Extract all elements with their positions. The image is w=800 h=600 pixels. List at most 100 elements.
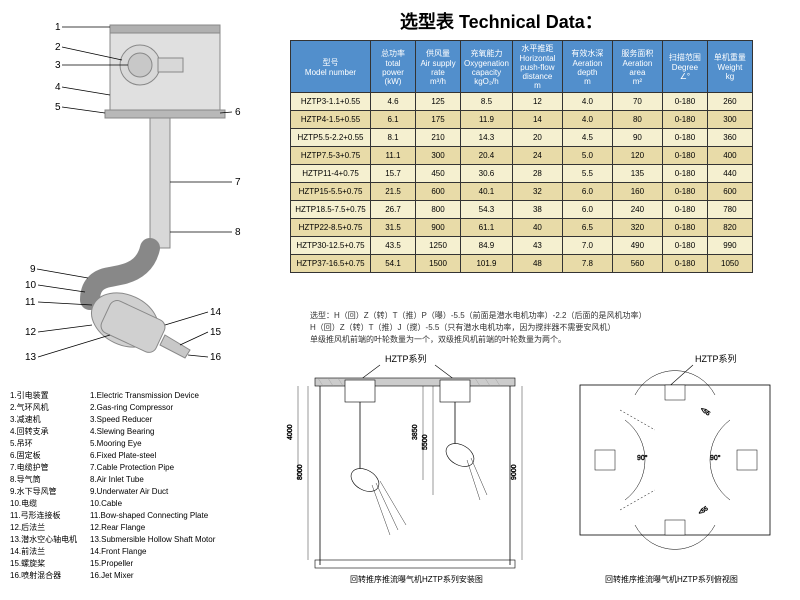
legend-en: 8.Air Inlet Tube bbox=[90, 474, 270, 486]
table-row: HZTP15-5.5+0.7521.560040.1326.01600-1806… bbox=[291, 183, 753, 201]
table-cell: 31.5 bbox=[371, 219, 416, 237]
legend-row: 1.引电装置1.Electric Transmission Device bbox=[10, 390, 270, 402]
table-cell: 6.5 bbox=[562, 219, 612, 237]
legend-cn: 14.前法兰 bbox=[10, 546, 90, 558]
svg-text:16: 16 bbox=[210, 352, 222, 363]
table-cell: 4.0 bbox=[562, 111, 612, 129]
right-caption: 回转推序推流曝气机HZTP系列俯视图 bbox=[605, 574, 738, 584]
note-line: 选型：H（回）Z（转）T（推）P（曝）-5.5（前面是潜水电机功率）-2.2（后… bbox=[310, 310, 646, 322]
legend-cn: 1.引电装置 bbox=[10, 390, 90, 402]
table-cell: 40 bbox=[512, 219, 562, 237]
table-cell: 8.5 bbox=[461, 93, 513, 111]
table-row: HZTP22-8.5+0.7531.590061.1406.53200-1808… bbox=[291, 219, 753, 237]
table-cell: 30.6 bbox=[461, 165, 513, 183]
table-cell: 70 bbox=[612, 93, 662, 111]
legend-row: 7.电缆护管7.Cable Protection Pipe bbox=[10, 462, 270, 474]
legend-row: 15.螺旋桨15.Propeller bbox=[10, 558, 270, 570]
svg-text:<55: <55 bbox=[699, 407, 711, 418]
parts-legend: 1.引电装置1.Electric Transmission Device2.气环… bbox=[10, 390, 270, 582]
table-cell: 6.0 bbox=[562, 183, 612, 201]
svg-text:13: 13 bbox=[25, 352, 37, 363]
table-cell: 40.1 bbox=[461, 183, 513, 201]
legend-cn: 12.后法兰 bbox=[10, 522, 90, 534]
svg-text:4000: 4000 bbox=[287, 424, 294, 440]
table-cell: 300 bbox=[707, 111, 752, 129]
col-header: 充氧能力Oxygenation capacitykgO₂/h bbox=[461, 41, 513, 93]
svg-text:3850: 3850 bbox=[412, 424, 419, 440]
legend-en: 14.Front Flange bbox=[90, 546, 270, 558]
legend-cn: 3.减速机 bbox=[10, 414, 90, 426]
table-cell: 8.1 bbox=[371, 129, 416, 147]
svg-text:3: 3 bbox=[55, 60, 61, 71]
table-cell: 800 bbox=[416, 201, 461, 219]
table-cell: 1500 bbox=[416, 255, 461, 273]
col-header: 扫描范围Degree∠° bbox=[662, 41, 707, 93]
table-cell: 210 bbox=[416, 129, 461, 147]
note-line: H（回）Z（转）T（推）J（搅）-5.5（只有潜水电机功率，因为搅拌器不需要安风… bbox=[310, 322, 646, 334]
legend-row: 3.减速机3.Speed Reducer bbox=[10, 414, 270, 426]
legend-cn: 5.吊环 bbox=[10, 438, 90, 450]
table-cell: 560 bbox=[612, 255, 662, 273]
svg-text:8: 8 bbox=[235, 227, 241, 238]
table-cell: HZTP15-5.5+0.75 bbox=[291, 183, 371, 201]
legend-en: 12.Rear Flange bbox=[90, 522, 270, 534]
table-row: HZTP37-16.5+0.7554.11500101.9487.85600-1… bbox=[291, 255, 753, 273]
table-cell: 11.9 bbox=[461, 111, 513, 129]
legend-en: 3.Speed Reducer bbox=[90, 414, 270, 426]
svg-text:9000: 9000 bbox=[511, 464, 518, 480]
table-row: HZTP4-1.5+0.556.117511.9144.0800-180300 bbox=[291, 111, 753, 129]
svg-text:4: 4 bbox=[55, 82, 61, 93]
table-cell: 440 bbox=[707, 165, 752, 183]
table-cell: 6.1 bbox=[371, 111, 416, 129]
table-cell: 20 bbox=[512, 129, 562, 147]
svg-text:9: 9 bbox=[30, 264, 36, 275]
table-cell: 4.6 bbox=[371, 93, 416, 111]
table-row: HZTP7.5-3+0.7511.130020.4245.01200-18040… bbox=[291, 147, 753, 165]
technical-data-table: 型号Model number总功率total power(kW)供风量Air s… bbox=[290, 40, 753, 273]
legend-row: 2.气环风机2.Gas-ring Compressor bbox=[10, 402, 270, 414]
svg-text:5: 5 bbox=[55, 102, 61, 113]
table-cell: 21.5 bbox=[371, 183, 416, 201]
table-cell: 240 bbox=[612, 201, 662, 219]
table-cell: 300 bbox=[416, 147, 461, 165]
table-cell: 5.5 bbox=[562, 165, 612, 183]
table-cell: 600 bbox=[416, 183, 461, 201]
svg-text:12: 12 bbox=[25, 327, 37, 338]
table-cell: 5.0 bbox=[562, 147, 612, 165]
table-cell: 175 bbox=[416, 111, 461, 129]
table-cell: 0-180 bbox=[662, 129, 707, 147]
table-cell: 90 bbox=[612, 129, 662, 147]
table-cell: 450 bbox=[416, 165, 461, 183]
table-cell: 32 bbox=[512, 183, 562, 201]
legend-en: 6.Fixed Plate-steel bbox=[90, 450, 270, 462]
table-cell: 84.9 bbox=[461, 237, 513, 255]
table-cell: 54.1 bbox=[371, 255, 416, 273]
legend-cn: 11.弓形连接板 bbox=[10, 510, 90, 522]
legend-row: 10.电缆10.Cable bbox=[10, 498, 270, 510]
table-cell: 135 bbox=[612, 165, 662, 183]
table-row: HZTP18.5-7.5+0.7526.780054.3386.02400-18… bbox=[291, 201, 753, 219]
table-cell: 360 bbox=[707, 129, 752, 147]
table-cell: 1050 bbox=[707, 255, 752, 273]
legend-cn: 10.电缆 bbox=[10, 498, 90, 510]
table-cell: 4.5 bbox=[562, 129, 612, 147]
legend-en: 16.Jet Mixer bbox=[90, 570, 270, 582]
svg-text:1: 1 bbox=[55, 22, 61, 33]
table-cell: 820 bbox=[707, 219, 752, 237]
table-cell: 80 bbox=[612, 111, 662, 129]
legend-en: 1.Electric Transmission Device bbox=[90, 390, 270, 402]
table-cell: 24 bbox=[512, 147, 562, 165]
table-cell: 12 bbox=[512, 93, 562, 111]
legend-row: 13.潜水空心轴电机13.Submersible Hollow Shaft Mo… bbox=[10, 534, 270, 546]
table-cell: 0-180 bbox=[662, 165, 707, 183]
legend-en: 13.Submersible Hollow Shaft Motor bbox=[90, 534, 270, 546]
legend-en: 4.Slewing Bearing bbox=[90, 426, 270, 438]
table-cell: 43 bbox=[512, 237, 562, 255]
table-row: HZTP5.5-2.2+0.558.121014.3204.5900-18036… bbox=[291, 129, 753, 147]
table-cell: 14 bbox=[512, 111, 562, 129]
table-cell: 260 bbox=[707, 93, 752, 111]
table-cell: 0-180 bbox=[662, 237, 707, 255]
table-cell: 38 bbox=[512, 201, 562, 219]
col-header: 水平推距Horizontal push-flow distancem bbox=[512, 41, 562, 93]
table-cell: HZTP4-1.5+0.55 bbox=[291, 111, 371, 129]
